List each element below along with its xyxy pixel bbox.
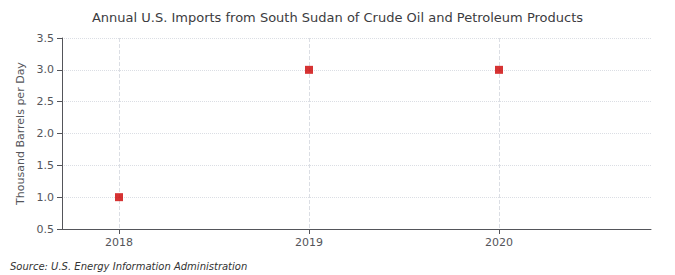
svg-text:2020: 2020 [485,236,513,249]
svg-text:3.0: 3.0 [37,63,55,76]
svg-text:1.5: 1.5 [37,159,55,172]
svg-text:2.0: 2.0 [37,127,55,140]
svg-text:Annual U.S. Imports from South: Annual U.S. Imports from South Sudan of … [92,10,583,25]
svg-text:2.5: 2.5 [37,95,55,108]
svg-text:2019: 2019 [295,236,323,249]
svg-text:Source: U.S. Energy Informatio: Source: U.S. Energy Information Administ… [10,261,247,272]
svg-text:2018: 2018 [105,236,133,249]
svg-text:Thousand Barrels per Day: Thousand Barrels per Day [14,62,27,206]
svg-text:0.5: 0.5 [37,223,55,236]
svg-text:3.5: 3.5 [37,32,55,45]
svg-text:1.0: 1.0 [37,191,55,204]
